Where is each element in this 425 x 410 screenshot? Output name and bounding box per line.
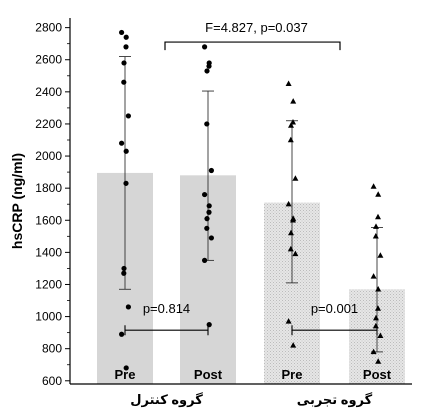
point-control-pre (121, 60, 127, 66)
point-control-post (204, 225, 210, 231)
y-tick-label: 2400 (35, 85, 62, 99)
point-exp-post (377, 252, 384, 258)
y-tick-label: 1800 (35, 181, 62, 195)
point-control-post (204, 121, 210, 127)
point-exp-pre (287, 245, 294, 252)
point-exp-pre (290, 98, 297, 104)
y-tick-label: 2600 (35, 53, 62, 67)
point-control-pre (125, 113, 131, 119)
point-control-pre (123, 34, 129, 40)
group-label: گروه تجربی (297, 392, 373, 407)
point-control-pre (121, 79, 127, 85)
point-control-post (202, 191, 208, 198)
within-control-bracket (124, 325, 209, 336)
between-groups-stat: F=4.827, p=0.037 (205, 20, 308, 35)
y-axis-label: hsCRP (ng/ml) (9, 153, 25, 249)
point-control-post (206, 63, 212, 69)
y-tick-label: 800 (42, 342, 62, 356)
point-control-pre (123, 44, 129, 50)
y-tick-label: 2800 (35, 21, 62, 35)
point-control-pre (123, 148, 129, 154)
point-control-post (208, 235, 214, 241)
within-exp-stat: p=0.001 (311, 301, 358, 316)
point-control-pre (119, 140, 125, 146)
group-label: گروه کنترل (130, 392, 203, 407)
point-exp-post (375, 213, 381, 220)
point-exp-pre (292, 175, 299, 181)
point-control-pre (123, 180, 129, 186)
y-tick-label: 1400 (35, 245, 62, 259)
y-tick-label: 2000 (35, 149, 62, 163)
bar-label-exp-pre: Pre (282, 367, 303, 382)
point-control-pre (125, 304, 131, 310)
point-exp-post (375, 358, 382, 364)
point-control-pre (121, 270, 127, 276)
point-control-pre (121, 265, 127, 272)
point-exp-pre (292, 250, 299, 257)
point-exp-post (377, 332, 384, 339)
within-exp-bracket (291, 325, 378, 336)
point-exp-pre (285, 318, 292, 324)
point-exp-post (370, 183, 377, 189)
bar-label-control-pre: Pre (115, 367, 136, 382)
point-control-post (206, 203, 212, 209)
point-exp-post (370, 348, 377, 355)
point-exp-pre (288, 122, 294, 128)
point-control-post (202, 257, 208, 263)
y-tick-label: 1600 (35, 213, 62, 227)
point-control-post (206, 322, 212, 328)
point-control-post (208, 167, 214, 174)
between-groups-bracket (164, 41, 341, 51)
point-exp-post (370, 273, 377, 279)
point-exp-pre (290, 216, 296, 223)
bar-label-control-post: Post (194, 367, 223, 382)
point-control-post (204, 216, 210, 222)
point-control-pre (119, 29, 125, 36)
point-control-pre (119, 331, 125, 337)
point-exp-post (375, 191, 382, 197)
point-exp-post (373, 314, 379, 321)
point-exp-post (375, 285, 382, 292)
point-exp-pre (285, 80, 292, 87)
point-exp-post (375, 305, 381, 311)
within-control-stat: p=0.814 (143, 301, 190, 316)
point-control-post (204, 68, 210, 74)
point-exp-pre (285, 200, 292, 207)
point-exp-pre (287, 136, 294, 143)
point-exp-post (372, 233, 379, 239)
bar-label-exp-post: Post (363, 367, 392, 382)
y-tick-label: 1200 (35, 277, 62, 291)
point-exp-post (373, 223, 379, 229)
y-tick-label: 2200 (35, 117, 62, 131)
point-exp-pre (290, 342, 297, 348)
point-control-post (202, 44, 208, 50)
point-exp-pre (290, 119, 296, 125)
point-control-pre (123, 365, 129, 371)
point-control-post (206, 209, 212, 215)
y-tick-label: 1000 (35, 310, 62, 324)
y-tick-label: 600 (42, 374, 62, 388)
point-exp-pre (288, 229, 294, 236)
